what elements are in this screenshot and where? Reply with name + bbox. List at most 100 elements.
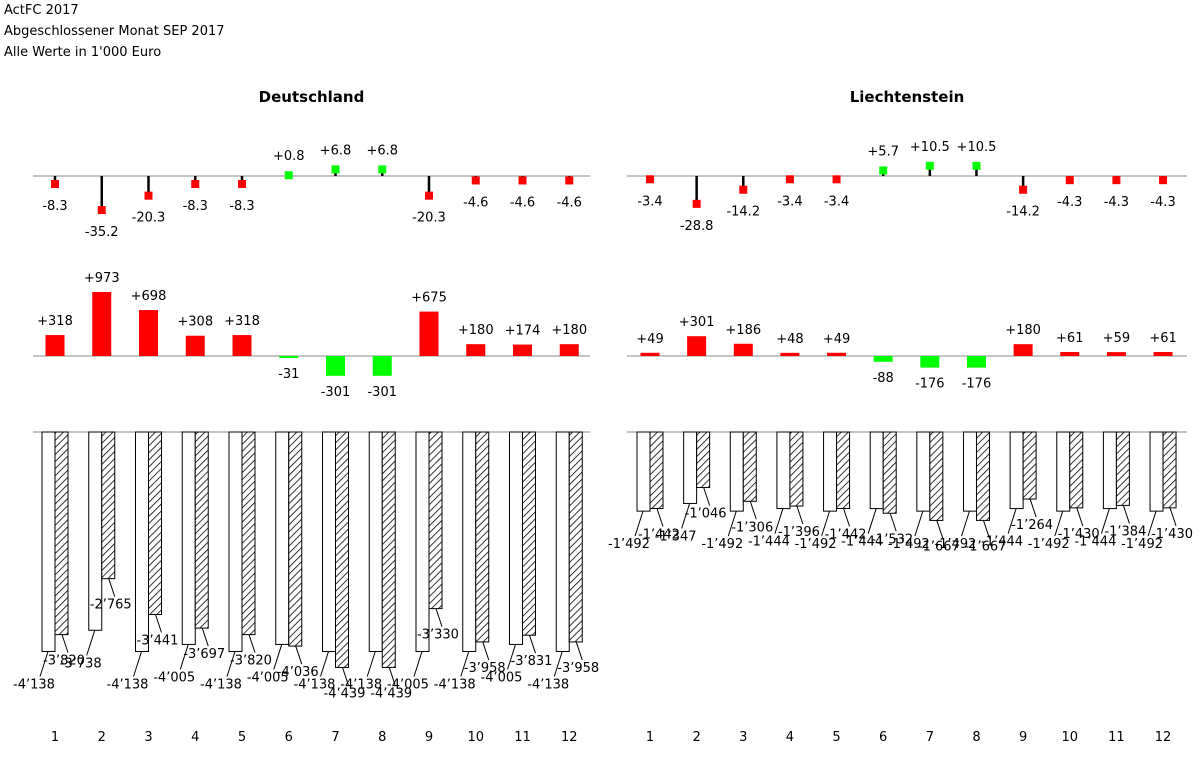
percent-label: -20.3 (412, 211, 446, 226)
plan-value-label: -4’138 (107, 677, 149, 692)
plan-bar (962, 431, 977, 512)
actual-value-label: -3’330 (417, 628, 459, 643)
plan-bar (181, 431, 196, 645)
actual-leader-line (1029, 498, 1037, 518)
actual-value-label: -1’396 (778, 525, 820, 540)
month-tick-label: 1 (51, 730, 59, 745)
month-tick-label: 11 (1108, 730, 1125, 745)
percent-label: +6.8 (366, 143, 398, 158)
actual-leader-line (936, 520, 944, 539)
plan-bar (1009, 431, 1024, 510)
percent-pin-head (331, 165, 340, 174)
percent-pin-head (1019, 185, 1028, 194)
month-tick-label: 11 (514, 730, 531, 745)
percent-pin-head (925, 161, 934, 170)
absolute-variance-bar (419, 311, 439, 356)
actual-leader-line (703, 487, 711, 506)
absolute-variance-bar (139, 310, 158, 356)
panel-title: Deutschland (259, 88, 365, 106)
absolute-variance-bar (45, 335, 65, 356)
absolute-variance-bar (920, 356, 940, 368)
plan-leader-line (914, 510, 924, 537)
plan-value-label: -1’492 (795, 537, 837, 552)
percent-label: -4.6 (463, 195, 488, 210)
actual-bar (836, 431, 851, 509)
actual-bar (1022, 431, 1037, 500)
actual-value-label: -1’667 (918, 539, 960, 554)
plan-bar (729, 431, 744, 512)
absolute-variance-bar (1013, 344, 1033, 356)
percent-pin-head (471, 176, 480, 185)
month-tick-label: 4 (191, 730, 199, 745)
actual-leader-line (155, 614, 162, 633)
actual-leader-line (108, 578, 116, 597)
actual-value-label: -1’264 (1011, 518, 1053, 533)
percent-label: -4.3 (1104, 195, 1129, 210)
absolute-variance-label: -88 (873, 371, 894, 386)
plan-value-label: -1’492 (888, 537, 930, 552)
report-title: ActFC 2017 (4, 3, 79, 18)
absolute-variance-label: +174 (505, 324, 541, 339)
absolute-variance-label: -31 (278, 367, 299, 382)
plan-bar (275, 431, 290, 645)
actual-bar (882, 431, 897, 514)
plan-leader-line (39, 651, 49, 677)
actual-leader-line (889, 513, 897, 532)
percent-label: +10.5 (910, 140, 950, 155)
absolute-variance-label: +61 (1149, 331, 1176, 346)
actual-bar (742, 431, 757, 502)
absolute-variance-label: -301 (321, 385, 351, 400)
actual-bar (696, 431, 711, 488)
plan-value-label: -4’005 (153, 670, 195, 685)
actual-bar (101, 431, 116, 580)
actual-leader-line (575, 641, 583, 661)
percent-pin-head (1065, 176, 1074, 185)
percent-label: +5.7 (867, 144, 899, 159)
actual-bar (1162, 431, 1177, 509)
actual-bar (789, 431, 804, 507)
actual-bar (288, 431, 303, 647)
actual-bar (54, 431, 69, 636)
absolute-variance-label: +318 (37, 314, 73, 329)
percent-pin-head (238, 180, 246, 189)
percent-pin-head (785, 175, 794, 184)
month-tick-label: 8 (972, 730, 980, 745)
plan-value-label: -1’444 (981, 535, 1023, 550)
actual-leader-line (656, 508, 664, 527)
plan-leader-line (634, 510, 644, 537)
absolute-variance-bar (232, 335, 252, 356)
actual-value-label: -3’441 (137, 634, 179, 649)
plan-leader-line (133, 651, 142, 677)
plan-leader-line (366, 651, 376, 677)
plan-value-label: -4’138 (434, 677, 476, 692)
plan-leader-line (507, 644, 516, 670)
absolute-variance-label: +59 (1103, 331, 1130, 346)
plan-value-label: -1’492 (1028, 537, 1070, 552)
absolute-variance-bar (279, 356, 299, 359)
absolute-variance-bar (640, 352, 660, 356)
actual-value-label: -1’306 (731, 520, 773, 535)
absolute-variance-label: +180 (458, 323, 494, 338)
plan-bar (776, 431, 791, 510)
percent-label: -4.6 (557, 195, 582, 210)
absolute-variance-bar (687, 336, 707, 356)
percent-pin-head (378, 165, 387, 174)
absolute-variance-label: +180 (551, 323, 587, 338)
month-tick-label: 5 (238, 730, 246, 745)
percent-label: -20.3 (132, 211, 166, 226)
absolute-variance-label: -301 (367, 385, 397, 400)
month-tick-label: 4 (786, 730, 794, 745)
plan-bar (509, 431, 523, 645)
plan-leader-line (867, 508, 877, 534)
actual-bar (335, 431, 349, 668)
absolute-variance-label: +49 (823, 332, 850, 347)
percent-label: -4.6 (510, 195, 535, 210)
plan-leader-line (86, 630, 96, 656)
actual-bar (929, 431, 944, 521)
absolute-variance-bar (185, 335, 205, 356)
percent-label: -8.3 (42, 199, 67, 214)
month-tick-label: 1 (646, 730, 654, 745)
plan-bar (555, 431, 570, 652)
percent-pin-head (692, 199, 701, 208)
